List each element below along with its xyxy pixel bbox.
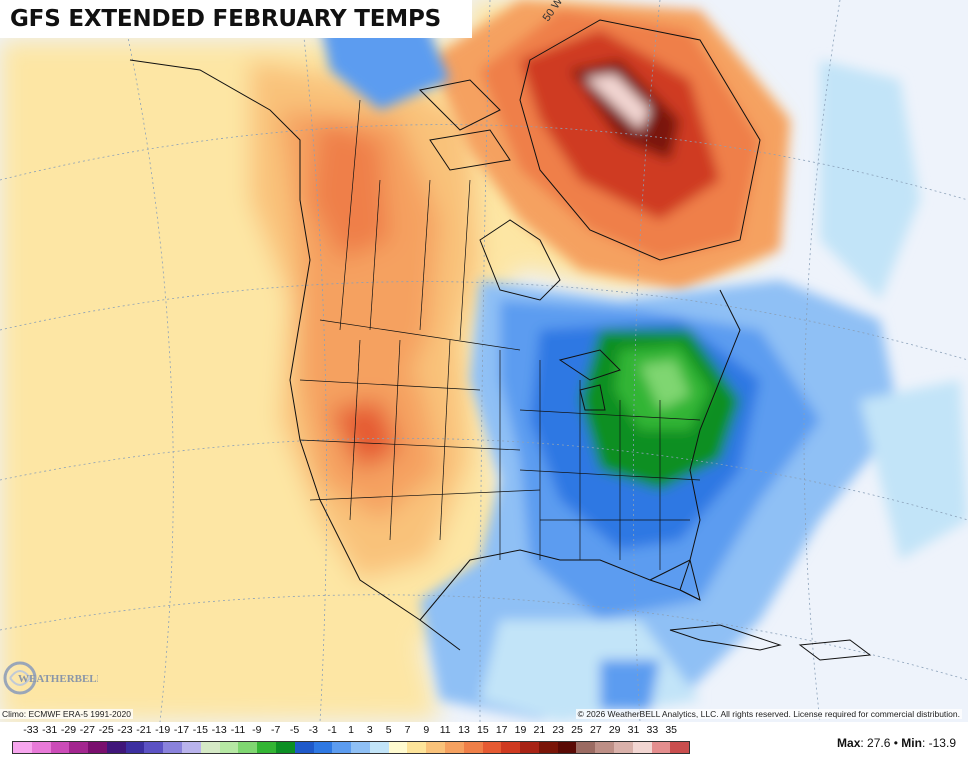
legend-swatch (144, 742, 164, 753)
legend-swatch (294, 742, 314, 753)
legend-tick-label: 3 (366, 724, 373, 736)
legend-swatch (463, 742, 483, 753)
legend-swatch (557, 742, 577, 753)
legend-swatch (88, 742, 107, 753)
legend-tick-label: -1 (327, 724, 337, 736)
min-label: Min (901, 736, 922, 750)
legend-tick-label: -5 (289, 724, 300, 736)
legend-tick-label: -19 (155, 724, 171, 736)
legend-swatch (69, 742, 89, 753)
legend-swatch (238, 742, 258, 753)
legend-tick-label: 35 (665, 724, 677, 736)
legend-tick-label: -29 (60, 724, 77, 736)
map-title: GFS EXTENDED FEBRUARY TEMPS (10, 6, 442, 32)
legend-tick-label: -25 (98, 724, 114, 736)
legend-swatch (407, 742, 427, 753)
legend-tick-label: 11 (439, 724, 451, 736)
legend-swatch (351, 742, 370, 753)
legend-swatch (332, 742, 352, 753)
legend-swatch (50, 742, 70, 753)
legend-swatch (595, 742, 614, 753)
logo-text: WEATHERBELL (18, 673, 98, 685)
legend-tick-label: 19 (514, 724, 527, 736)
graticule-lines (0, 0, 968, 722)
legend-swatch (275, 742, 295, 753)
max-label: Max (837, 736, 861, 750)
legend-color-bar (12, 741, 690, 754)
legend-tick-labels: -33 -31 -29 -27 -25 -23 -21 -19 -17 -15 -13 -11 -9 -7… (4, 724, 690, 738)
arctic-warm-region (430, 0, 790, 290)
legend-tick-label: -21 (136, 724, 152, 736)
legend-swatch (614, 742, 633, 753)
max-min-stats: Max: 27.6 • Min: -13.9 (837, 736, 956, 750)
legend-tick-label: 15 (476, 724, 489, 736)
legend-tick-label: -17 (173, 724, 190, 736)
legend-swatch (313, 742, 333, 753)
max-value: 27.6 (867, 736, 891, 750)
legend-swatch (388, 742, 408, 753)
legend-tick-label: 13 (458, 724, 470, 736)
legend-swatch (576, 742, 596, 753)
legend-tick-label: 7 (404, 724, 411, 736)
title-box: GFS EXTENDED FEBRUARY TEMPS (0, 0, 472, 38)
min-value: -13.9 (928, 736, 956, 750)
climatology-note: Climo: ECMWF ERA-5 1991-2020 (0, 709, 133, 719)
legend-tick-label: 31 (627, 724, 640, 736)
copyright-notice: © 2026 WeatherBELL Analytics, LLC. All r… (575, 709, 962, 719)
legend-tick-label: 1 (348, 724, 354, 736)
weatherbell-logo: WEATHERBELL (2, 658, 104, 698)
legend-swatch (426, 742, 445, 753)
legend-swatch (670, 742, 690, 753)
legend-tick-label: -15 (192, 724, 208, 736)
legend-swatch (651, 742, 671, 753)
legend-tick-label: -7 (270, 724, 281, 736)
legend-tick-label: 27 (589, 724, 602, 736)
legend-swatch (444, 742, 464, 753)
legend-swatch (106, 742, 126, 753)
temperature-anomaly-map: 50 W (0, 0, 968, 722)
legend-tick-label: -27 (79, 724, 95, 736)
legend-swatch (257, 742, 276, 753)
legend-swatch (13, 742, 32, 753)
legend-swatch (219, 742, 239, 753)
legend-tick-label: -11 (230, 724, 246, 736)
legend-swatch (31, 742, 51, 753)
legend-swatch (501, 742, 521, 753)
political-boundaries (299, 99, 701, 570)
legend-swatch (482, 742, 502, 753)
stats-separator: • (893, 736, 898, 750)
legend-tick-label: 29 (608, 724, 621, 736)
legend-tick-label: 9 (423, 724, 430, 736)
coastlines (129, 19, 872, 661)
legend-tick-label: -23 (117, 724, 133, 736)
legend-tick-label: 17 (495, 724, 508, 736)
legend-tick-label: 25 (571, 724, 583, 736)
legend-tick-label: -33 (23, 724, 39, 736)
legend-tick-label: -13 (211, 724, 227, 736)
map-panel: 50 W GFS EXTENDED FEBRUARY TEMPS WEATHER… (0, 0, 968, 722)
legend-swatch (632, 742, 652, 753)
legend-tick-label: 5 (385, 724, 392, 736)
legend-tick-label: -3 (308, 724, 318, 736)
legend-swatch (125, 742, 145, 753)
legend-swatch (538, 742, 558, 753)
legend-swatch (163, 742, 183, 753)
legend-swatch (520, 742, 539, 753)
legend-swatch (369, 742, 389, 753)
legend-swatch (182, 742, 201, 753)
legend-tick-label: 33 (646, 724, 659, 736)
legend-swatch (200, 742, 220, 753)
legend-tick-label: -31 (42, 724, 58, 736)
legend-tick-label: 21 (533, 724, 546, 736)
legend-tick-label: 23 (552, 724, 564, 736)
legend-tick-label: -9 (252, 724, 262, 736)
color-legend: -33 -31 -29 -27 -25 -23 -21 -19 -17 -15 -13 -11 -9 -7… (0, 722, 968, 758)
